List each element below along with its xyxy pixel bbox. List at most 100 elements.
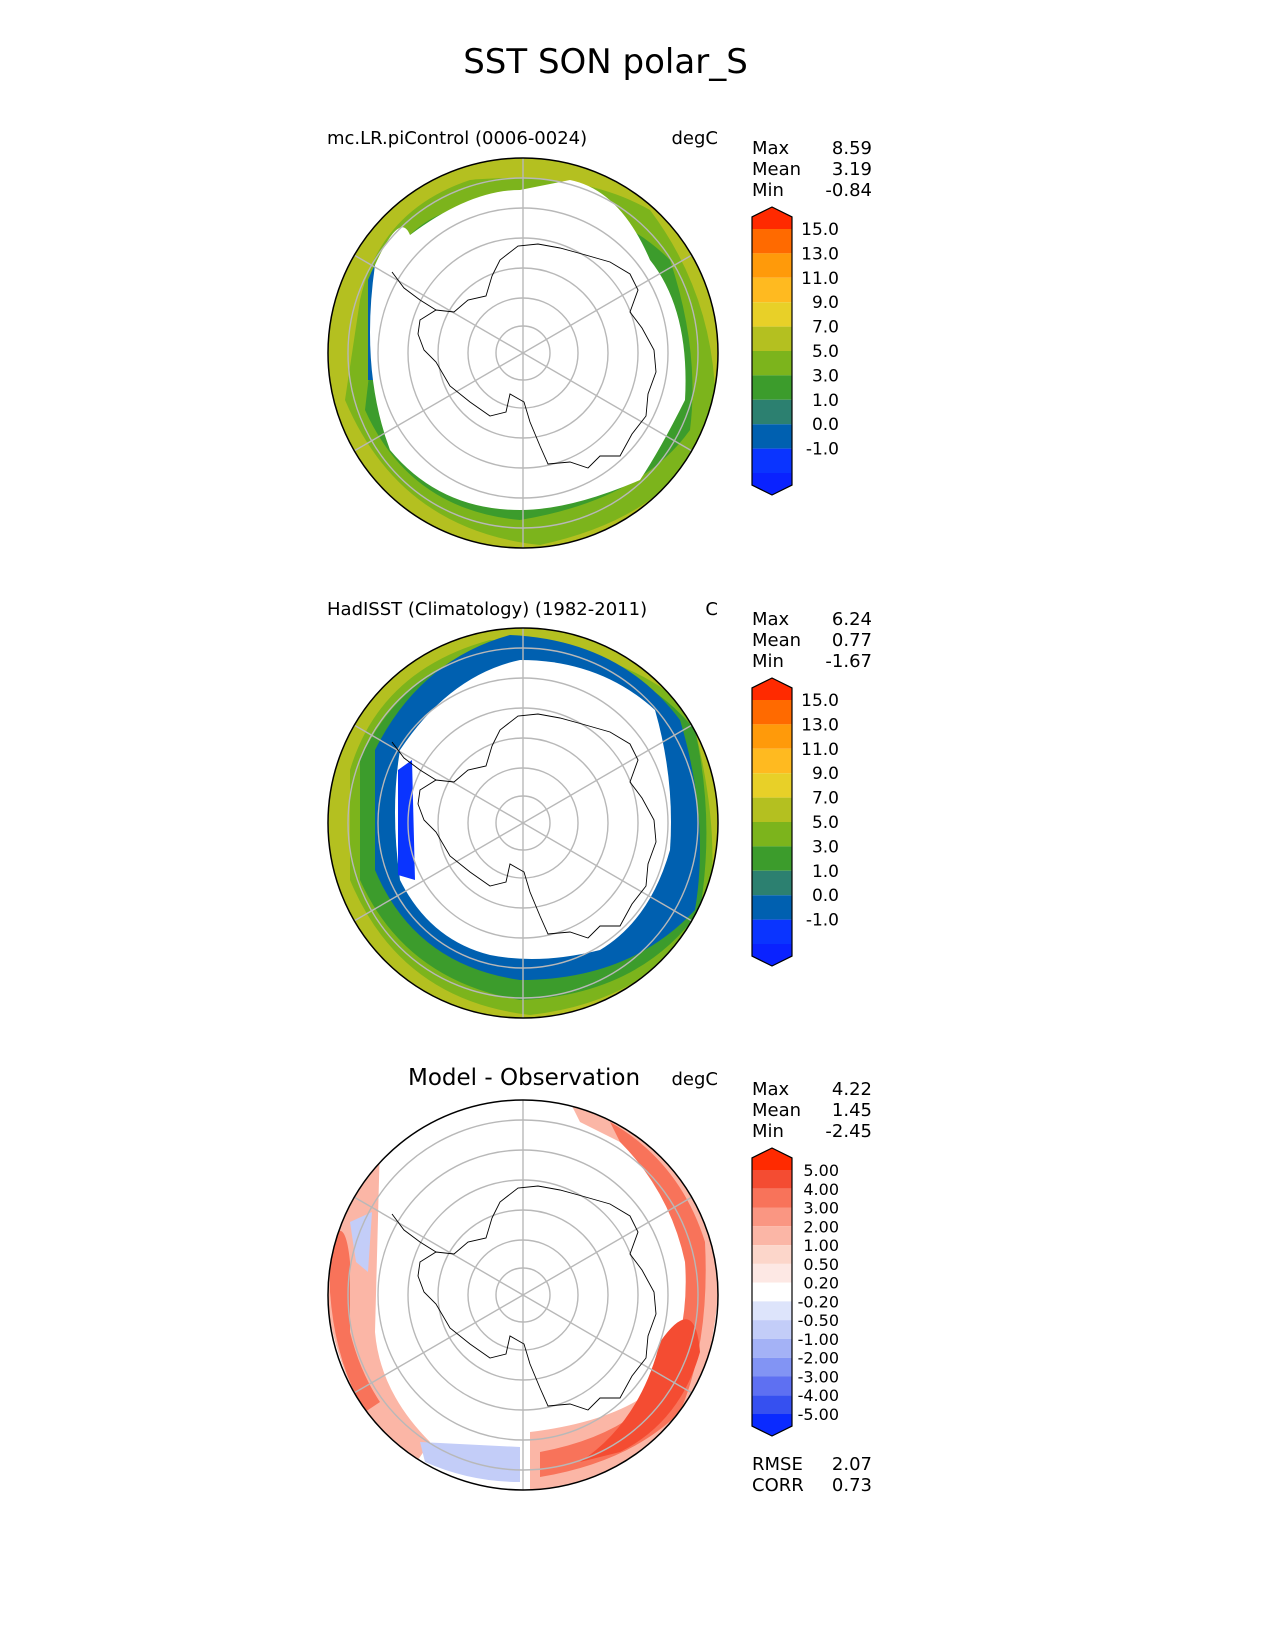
panel2-colorbar-tick-label: 15.0 [801,691,839,711]
panel3-colorbar-tick-label: -2.00 [798,1349,839,1368]
panel3-title: Model - Observation [408,1065,641,1091]
panel3-colorbar-segment [752,1170,792,1189]
panel2-colorbar-tick-label: 9.0 [812,764,839,784]
panel1-colorbar-segments [751,206,793,496]
panel2-colorbar-segment [752,895,792,920]
panel1-colorbar-tick-label: 0.0 [812,415,839,435]
panel2-colorbar-tick-label: -1.0 [806,911,839,931]
panel3-colorbar-segment [752,1338,792,1358]
panel3-map [327,1099,719,1491]
panel3-colorbar-tick-label: -0.50 [798,1311,839,1330]
panel3-stat-min-label: Min [752,1121,784,1142]
panel2-colorbar-segment [752,870,792,896]
panel2-stat-min-value: -1.67 [825,651,872,672]
panel2-colorbar-tick-label: 5.0 [812,813,839,833]
panel3-antarctica-coast [417,1185,657,1411]
panel3-west-warm-inner [330,1230,380,1412]
panel2-colorbar-tick-label: 0.0 [812,886,839,906]
panel3-colorbar-tick-label: -0.20 [798,1292,839,1311]
panel2-colorbar-segment [752,919,792,944]
panel1-stat-max-label: Max [752,138,790,159]
panel1-stat-max-value: 8.59 [831,138,872,159]
panel3-stat-mean-value: 1.45 [831,1100,872,1121]
panel1-ice-white [370,180,686,510]
panel2-stat-mean-label: Mean [752,630,802,651]
panel2-stat-min-label: Min [752,651,784,672]
panel2-colorbar-segment [752,748,792,774]
panel2-colorbar-segment [752,846,792,871]
panel3-colorbar-segment [752,1414,792,1436]
panel3-colorbar-tick-label: 2.00 [803,1217,839,1236]
panel1-colorbar-tick-label: 13.0 [801,244,839,264]
panel3-colorbar-tick-label: -3.00 [798,1367,839,1386]
panel2-peninsula [391,741,437,781]
panel2-colorbar-tick-label: 13.0 [801,715,839,735]
figure-title: SST SON polar_S [463,42,748,82]
panel2-antarctica-coast [417,713,657,939]
panel1-colorbar-tick-label: 9.0 [812,293,839,313]
panel1-colorbar-tick-label: 15.0 [801,220,839,240]
panel3-graticule [347,1100,699,1490]
panel3-colorbar-segment [752,1226,792,1246]
panel3-colorbar-outline [751,1147,793,1437]
panel1-stat-mean-value: 3.19 [831,159,872,180]
panel3-colorbar-tick-label: -4.00 [798,1386,839,1405]
panel1-colorbar-tick-label: 3.0 [812,366,839,386]
panel1-antarctica-coast [417,243,657,469]
panel2-colorbar-segment [752,822,792,847]
panel3-colorbar-tick-label: 0.20 [803,1274,839,1293]
panel2-colorbar-tick-label: 1.0 [812,862,839,882]
panel2-colorbar-segments [751,677,793,967]
panel3-border [327,1099,719,1491]
panel1-colorbar: 15.0 13.0 11.0 9.0 7.0 5.0 3.0 1.0 0.0 -1.0 [751,206,839,496]
panel1-colorbar-tick-label: 7.0 [812,318,839,338]
panel3-colorbar-tick-label: 4.00 [803,1180,839,1199]
panel2-colorbar-segment [752,678,792,700]
panel3-colorbar-segments [751,1147,793,1437]
panel1-colorbar-segment [752,229,792,254]
panel3-colorbar-segment [752,1245,792,1264]
panel2-stat-mean-value: 0.77 [831,630,872,651]
panel1-colorbar-segment [752,473,792,495]
panel2-colorbar-segment [752,773,792,798]
panel1-colorbar-segment [752,424,792,449]
panel3-east-hot [580,1319,700,1462]
panel3-colorbar-segment [752,1376,792,1396]
panel2-colorbar-segment [752,700,792,725]
panel1-colorbar-segment [752,375,792,400]
panel1-peninsula [391,271,437,311]
panel3-peninsula [391,1213,437,1253]
panel1-title: mc.LR.piControl (0006-0024) [327,128,588,149]
panel3-stat-mean-label: Mean [752,1100,802,1121]
panel3-colorbar-segment [752,1207,792,1227]
panel3-colorbar-segment [752,1301,792,1321]
panel2-colorbar-tick-label: 7.0 [812,789,839,809]
panel2-stat-max-label: Max [752,609,790,630]
panel2-units: C [705,599,718,620]
panel3-colorbar-segment [752,1188,792,1208]
panel2-map [327,627,719,1019]
panel3-rmse-value: 2.07 [831,1454,872,1475]
panel3-corr-label: CORR [752,1475,804,1496]
panel2-colorbar-segment [752,944,792,966]
panel2-colorbar: 15.0 13.0 11.0 9.0 7.0 5.0 3.0 1.0 0.0 -1.0 [751,677,839,967]
panel3-colorbar-segment [752,1263,792,1283]
panel1-colorbar-segment [752,302,792,327]
panel1-map [327,157,719,549]
panel1-colorbar-outline [751,206,793,496]
panel3-stat-min-value: -2.45 [825,1121,872,1142]
panel1-stat-min-value: -0.84 [825,180,872,201]
panel3-colorbar-segment [752,1282,792,1302]
panel3-colorbar-tick-label: 0.50 [803,1255,839,1274]
panel3-colorbar-tick-label: -5.00 [798,1405,839,1424]
panel3-colorbar-ticks: 5.004.003.002.001.000.500.20-0.20-0.50-1… [798,1161,839,1424]
panel1-colorbar-segment [752,326,792,351]
panel3-colorbar-segment [752,1148,792,1170]
panel3-colorbar-tick-label: 5.00 [803,1161,839,1180]
panel2-colorbar-segment [752,797,792,822]
panel1-colorbar-segment [752,277,792,303]
panel1-colorbar-segment [752,399,792,425]
panel1-colorbar-segment [752,207,792,229]
panel3-colorbar: 5.004.003.002.001.000.500.20-0.20-0.50-1… [751,1147,839,1437]
panel1-colorbar-tick-label: 1.0 [812,391,839,411]
